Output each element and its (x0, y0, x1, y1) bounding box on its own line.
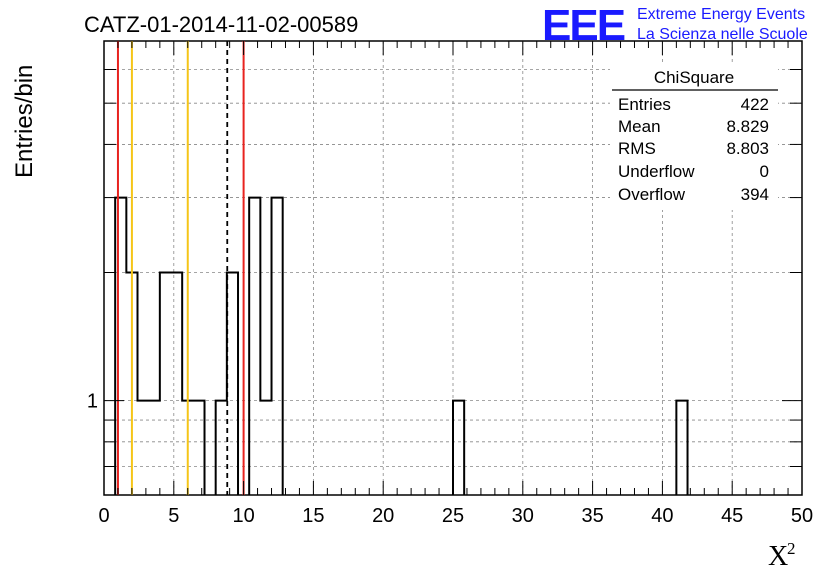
x-tick-label: 30 (512, 505, 534, 527)
stats-box-background (610, 64, 778, 210)
stats-label-mean: Mean (618, 117, 661, 136)
histogram-outline (114, 196, 689, 495)
histogram-bin (249, 198, 260, 495)
stats-label-rms: RMS (618, 139, 656, 158)
stats-value-underflow: 0 (760, 162, 769, 181)
y-tick-label: 1 (87, 391, 98, 413)
stats-box: ChiSquare Entries 422 Mean 8.829 RMS 8.8… (610, 64, 778, 210)
chart-title: CATZ-01-2014-11-02-00589 (84, 12, 358, 37)
x-tick-label: 40 (651, 505, 673, 527)
eee-logo-mark: EEE (542, 1, 625, 50)
y-tick-labels: 1 (87, 391, 98, 413)
x-tick-label: 35 (581, 505, 603, 527)
histogram-bin (453, 401, 464, 495)
logo-line-2: La Scienza nelle Scuole (637, 26, 808, 43)
histogram-bin (149, 401, 160, 495)
x-tick-labels: 0 5 10 15 20 25 30 35 40 45 50 (98, 505, 813, 527)
x-tick-label: 10 (232, 505, 254, 527)
stats-title: ChiSquare (654, 68, 734, 87)
reference-lines (116, 41, 245, 495)
x-tick-label: 15 (302, 505, 324, 527)
eee-logo: EEE Extreme Energy Events La Scienza nel… (542, 1, 808, 50)
histogram-bars (114, 196, 689, 495)
stats-value-rms: 8.803 (726, 139, 769, 158)
x-tick-label: 20 (372, 505, 394, 527)
y-axis-label: Entries/bin (11, 65, 38, 178)
histogram-bin (216, 401, 227, 495)
x-axis-label: X (768, 541, 788, 572)
stats-label-entries: Entries (618, 95, 671, 114)
stats-label-underflow: Underflow (618, 162, 695, 181)
x-tick-label: 25 (442, 505, 464, 527)
histogram-bin (138, 401, 149, 495)
histogram-bin (171, 273, 182, 495)
x-tick-label: 50 (791, 505, 813, 527)
axis-ticks (103, 41, 803, 495)
histogram-bin (260, 401, 271, 495)
histogram-bin (272, 198, 283, 495)
logo-line-1: Extreme Energy Events (637, 6, 805, 23)
histogram-bin (193, 401, 204, 495)
histogram-bin (115, 198, 126, 495)
histogram-bin (227, 273, 238, 495)
x-tick-label: 5 (168, 505, 179, 527)
histogram-bin (160, 273, 171, 495)
stats-label-overflow: Overflow (618, 185, 686, 204)
x-axis-label-superscript: 2 (787, 539, 796, 558)
stats-value-entries: 422 (741, 95, 769, 114)
stats-value-mean: 8.829 (726, 117, 769, 136)
stats-value-overflow: 394 (741, 185, 769, 204)
histogram-bin (676, 401, 687, 495)
x-tick-label: 45 (721, 505, 743, 527)
x-tick-label: 0 (98, 505, 109, 527)
